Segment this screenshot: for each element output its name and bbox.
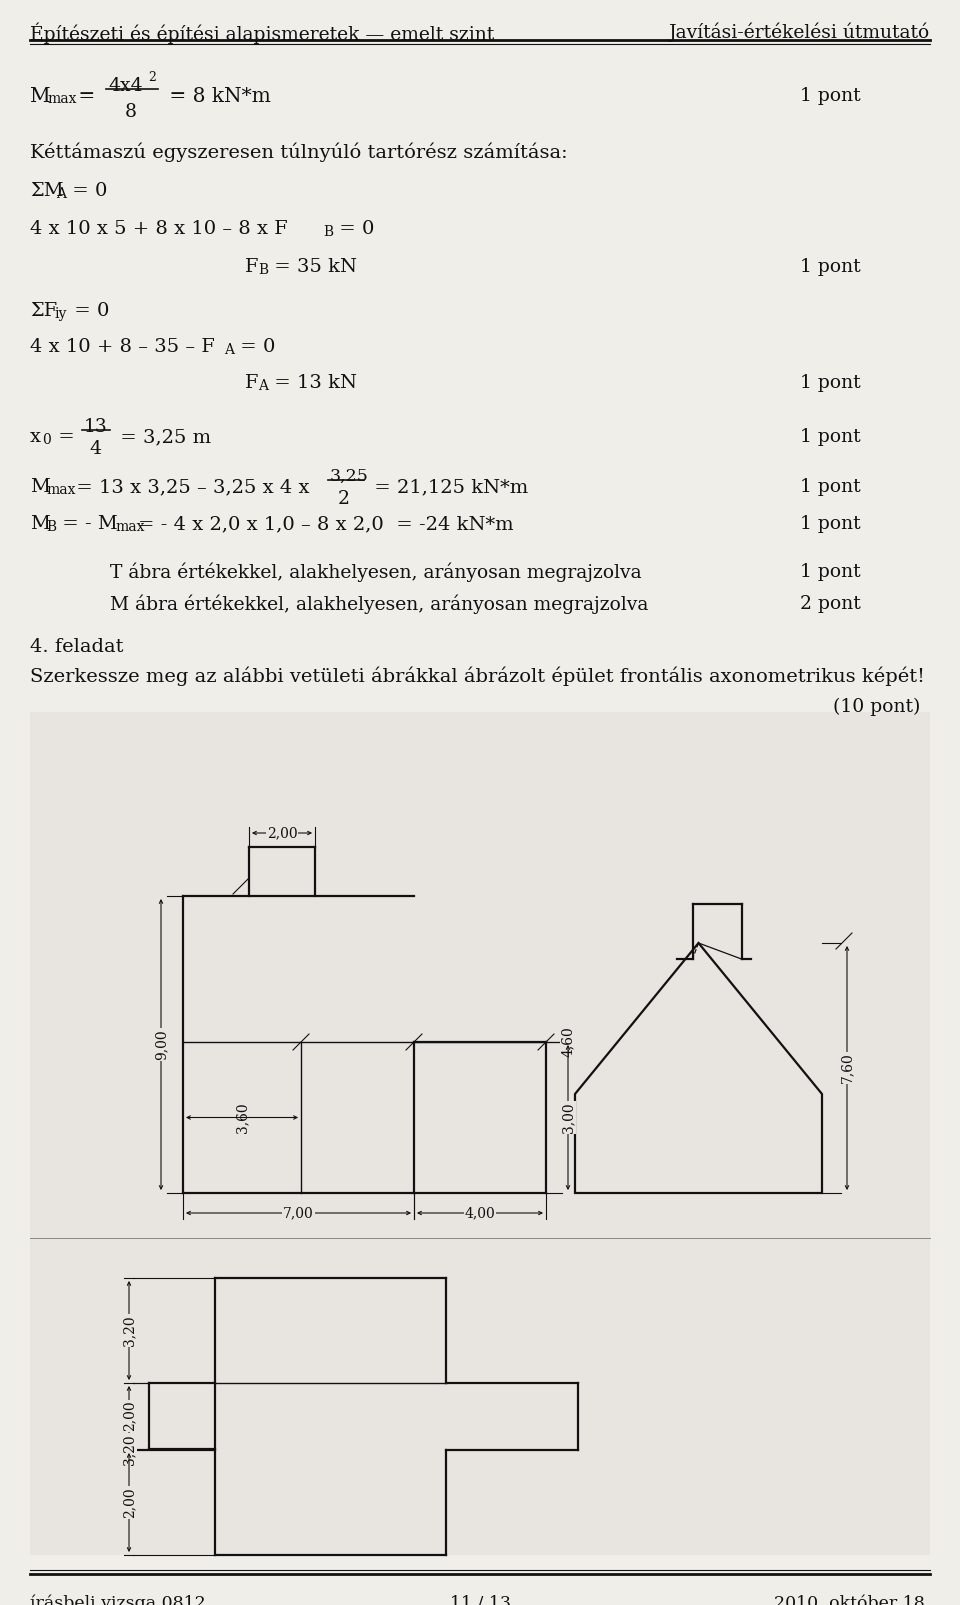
Text: 1 pont: 1 pont [800,515,860,533]
Text: A: A [56,188,66,201]
Text: Kéttámaszú egyszeresen túlnyúló tartórész számítása:: Kéttámaszú egyszeresen túlnyúló tartórés… [30,141,567,162]
Text: max: max [46,483,76,498]
Text: 1 pont: 1 pont [800,478,860,496]
Text: 7,60: 7,60 [840,1053,854,1083]
Text: Javítási-értékelési útmutató: Javítási-értékelési útmutató [669,22,930,42]
Text: = 13 x 3,25 – 3,25 x 4 x: = 13 x 3,25 – 3,25 x 4 x [70,478,316,496]
Text: Építészeti és építési alapismeretek — emelt szint: Építészeti és építési alapismeretek — em… [30,22,494,43]
Text: 4. feladat: 4. feladat [30,639,124,656]
Text: = 0: = 0 [66,181,108,201]
Text: 2,00: 2,00 [122,1488,136,1518]
Text: = 35 kN: = 35 kN [268,258,357,276]
Text: = 0: = 0 [234,339,276,356]
Text: 3,20: 3,20 [122,1435,136,1465]
Text: B: B [46,520,56,534]
Text: 2: 2 [148,71,156,83]
Text: = 8 kN*m: = 8 kN*m [163,87,271,106]
Text: 13: 13 [84,417,108,437]
Text: F: F [245,374,258,392]
Text: A: A [224,343,234,356]
Text: 2,00: 2,00 [122,1401,136,1432]
Text: 1 pont: 1 pont [800,258,860,276]
Text: Szerkessze meg az alábbi vetületi ábrákkal ábrázolt épület frontális axonometrik: Szerkessze meg az alábbi vetületi ábrákk… [30,666,924,685]
Text: = 13 kN: = 13 kN [268,374,357,392]
Text: 9,00: 9,00 [154,1029,168,1059]
Text: 4,60: 4,60 [561,1027,575,1058]
Text: ΣM: ΣM [30,181,63,201]
Text: M ábra értékekkel, alakhelyesen, arányosan megrajzolva: M ábra értékekkel, alakhelyesen, arányos… [110,595,648,615]
Text: M: M [30,87,51,106]
Text: 1 pont: 1 pont [800,87,860,104]
Text: = 0: = 0 [333,220,374,238]
Text: írásbeli vizsga 0812: írásbeli vizsga 0812 [30,1595,205,1605]
Text: iy: iy [54,307,66,321]
Text: 1 pont: 1 pont [800,429,860,446]
Text: 3,25: 3,25 [330,469,369,485]
Text: 2 pont: 2 pont [800,595,861,613]
Text: 4 x 10 x 5 + 8 x 10 – 8 x F: 4 x 10 x 5 + 8 x 10 – 8 x F [30,220,288,238]
Text: T ábra értékekkel, alakhelyesen, arányosan megrajzolva: T ábra értékekkel, alakhelyesen, arányos… [110,563,641,583]
Text: max: max [115,520,145,534]
Text: 3,20: 3,20 [122,1314,136,1347]
Text: 3,60: 3,60 [235,1103,249,1133]
Text: 11 / 13: 11 / 13 [449,1595,511,1605]
Text: 4,00: 4,00 [465,1205,495,1220]
Text: x: x [30,429,41,446]
Bar [30,713,930,1555]
Text: 1 pont: 1 pont [800,374,860,392]
Text: B: B [258,263,268,278]
Text: 4 x 10 + 8 – 35 – F: 4 x 10 + 8 – 35 – F [30,339,215,356]
Text: = - 4 x 2,0 x 1,0 – 8 x 2,0  = -24 kN*m: = - 4 x 2,0 x 1,0 – 8 x 2,0 = -24 kN*m [138,515,514,533]
Text: 8: 8 [125,103,137,120]
Text: =: = [72,87,95,106]
Text: 4: 4 [89,440,101,457]
Text: 2: 2 [338,490,350,509]
Text: B: B [323,225,333,239]
Text: ΣF: ΣF [30,302,58,319]
Text: = 3,25 m: = 3,25 m [114,429,211,446]
Text: 7,00: 7,00 [283,1205,314,1220]
Text: =: = [52,429,81,446]
Text: F: F [245,258,258,276]
Text: = 0: = 0 [68,302,109,319]
Text: 4x4: 4x4 [108,77,143,95]
Text: 1 pont: 1 pont [800,563,860,581]
Text: max: max [47,91,77,106]
Text: A: A [258,379,268,393]
Text: 3,00: 3,00 [561,1103,575,1133]
Text: 2,00: 2,00 [267,827,298,839]
Text: (10 pont): (10 pont) [832,698,920,716]
Text: M: M [30,515,50,533]
Text: M: M [30,478,50,496]
Text: = 21,125 kN*m: = 21,125 kN*m [368,478,528,496]
Text: 2010. október 18.: 2010. október 18. [774,1595,930,1605]
Text: = - M: = - M [56,515,118,533]
Text: 0: 0 [42,433,51,448]
